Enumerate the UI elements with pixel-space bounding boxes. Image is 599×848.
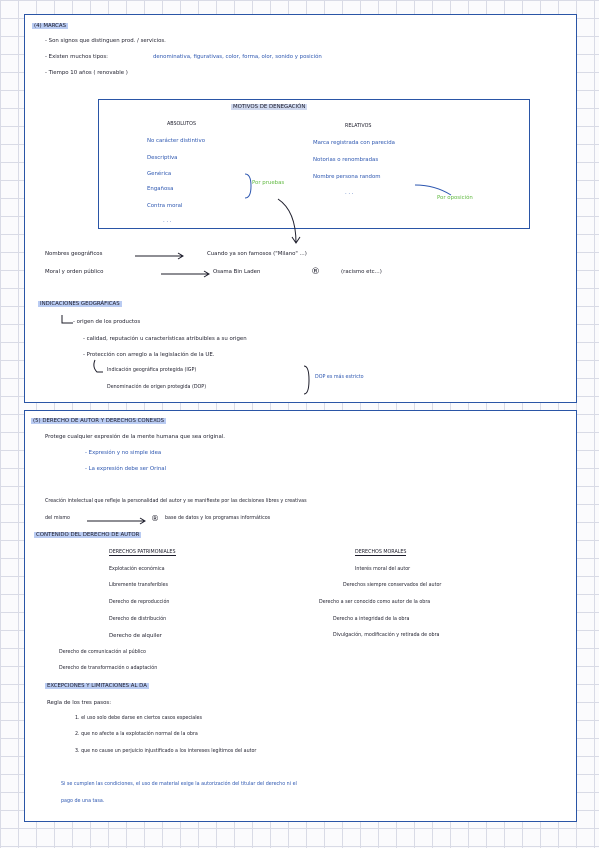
ig-line-3: - Protección con arreglo a la legislació… bbox=[83, 352, 215, 358]
moral-right-3: Derecho a ser conocido como autor de la … bbox=[319, 600, 431, 605]
marcas-bullet-2: - Existen muchos tipos: bbox=[45, 54, 108, 60]
bracket-relativos bbox=[414, 184, 452, 196]
paso-3: 3. que no cause un perjuicio injustifica… bbox=[75, 749, 257, 754]
patrimonial-extra-1: Derecho de comunicación al público bbox=[59, 650, 146, 655]
moral-right-5: Divulgación, modificación y retirada de … bbox=[333, 633, 440, 638]
intro-bullet-2: - La expresión debe ser Orinal bbox=[85, 466, 167, 472]
creation-line-2-left: del mismo bbox=[45, 516, 70, 521]
dop-note: DOP es más estricto bbox=[315, 375, 364, 380]
patrimonial-4: Derecho de distribución bbox=[109, 617, 167, 622]
derecho-intro: Protege cualquier expresión de la mente … bbox=[45, 434, 225, 440]
absoluto-3: Genérica bbox=[147, 171, 172, 177]
motivos-arrow bbox=[277, 198, 301, 244]
absoluto-2: Descriptiva bbox=[147, 155, 178, 161]
moral-right-4: Derecho a integridad de la obra bbox=[333, 617, 410, 622]
relativo-4: . . . bbox=[345, 190, 354, 196]
absoluto-1: No carácter distintivo bbox=[147, 138, 206, 144]
moral-right-2: Derechos siempre conservados del autor bbox=[343, 583, 442, 588]
moral-right: Osama Bin Laden bbox=[213, 269, 261, 275]
ig-arrow bbox=[61, 315, 73, 324]
igp-line: Indicación geográfica protegida (IGP) bbox=[107, 368, 197, 373]
por-pruebas-label: Por pruebas bbox=[252, 180, 285, 186]
conclusion-line-1: Si se cumplen las condiciones, el uso de… bbox=[61, 782, 297, 787]
absoluto-4: Engañosa bbox=[147, 186, 174, 192]
moral-tail: (racismo etc...) bbox=[341, 269, 382, 275]
ig-line-1: - origen de los productos bbox=[73, 319, 141, 325]
morales-title: DERECHOS MORALES bbox=[355, 550, 407, 556]
motivos-box bbox=[98, 99, 530, 229]
excepciones-title: EXCEPCIONES Y LIMITACIONES AL DA bbox=[45, 683, 149, 689]
motivos-title: MOTIVOS DE DENEGACIÓN bbox=[231, 104, 308, 110]
absoluto-5: Contra moral bbox=[147, 203, 183, 209]
creation-line-1: Creación intelectual que refleje la pers… bbox=[45, 499, 307, 504]
ig-brace bbox=[303, 365, 310, 395]
absoluto-6: . . . bbox=[163, 218, 172, 224]
marcas-bullet-3: - Tiempo 10 años ( renovable ) bbox=[45, 70, 128, 76]
ig-sub-arrow bbox=[93, 359, 103, 373]
marcas-types: denominativa, figurativas, color, forma,… bbox=[153, 54, 322, 60]
marcas-bullet-1: - Son signos que distinguen prod. / serv… bbox=[45, 38, 166, 44]
paso-2: 2. que no afecte a la explotación normal… bbox=[75, 732, 198, 737]
derecho-autor-card: (5) DERECHO DE AUTOR Y DERECHOS CONEXOS … bbox=[24, 410, 577, 822]
moral-left: Moral y orden público bbox=[45, 269, 104, 275]
marcas-heading: (4) MARCAS bbox=[32, 23, 69, 29]
moral-arrow bbox=[161, 270, 210, 278]
absolutos-title: ABSOLUTOS bbox=[167, 122, 197, 127]
derecho-heading: (5) DERECHO DE AUTOR Y DERECHOS CONEXOS bbox=[31, 418, 167, 424]
bracket-absolutos bbox=[244, 173, 252, 199]
registered-circle-icon-2: ® bbox=[151, 514, 159, 523]
conclusion-line-2: pago de una tasa. bbox=[61, 799, 105, 804]
patrimonial-5: Derecho de alquiler bbox=[109, 633, 162, 639]
intro-bullet-1: - Expresión y no simple idea bbox=[85, 450, 162, 456]
patrimoniales-title: DERECHOS PATRIMONIALES bbox=[109, 550, 176, 556]
relativo-3: Nombre persona random bbox=[313, 174, 381, 180]
moral-right-1: Interés moral del autor bbox=[355, 567, 411, 572]
patrimonial-1: Explotación económica bbox=[109, 567, 165, 572]
patrimonial-2: Libremente transferibles bbox=[109, 583, 168, 588]
patrimonial-3: Derecho de reproducción bbox=[109, 600, 170, 605]
registered-circle-icon: ® bbox=[311, 267, 320, 277]
paso-1: 1. el uso solo debe darse en ciertos cas… bbox=[75, 716, 203, 721]
geo-left: Nombres geográficos bbox=[45, 251, 103, 257]
relativo-1: Marca registrada con parecida bbox=[313, 140, 395, 146]
patrimonial-extra-2: Derecho de transformación o adaptación bbox=[59, 666, 158, 671]
relativo-2: Notorias o renombradas bbox=[313, 157, 379, 163]
regla-tres-pasos: Regla de los tres pasos: bbox=[47, 700, 112, 706]
geo-right: Cuando ya son famosos ("Milano" ...) bbox=[207, 251, 307, 257]
creation-line-2-right: base de datos y los programas informátic… bbox=[165, 516, 271, 521]
relativos-title: RELATIVOS bbox=[345, 124, 372, 129]
contenido-title: CONTENIDO DEL DERECHO DE AUTOR bbox=[34, 532, 142, 538]
ig-title: INDICACIONES GEOGRÁFICAS bbox=[38, 301, 122, 307]
creation-arrow bbox=[87, 517, 146, 525]
por-oposicion-label: Por oposición bbox=[437, 195, 473, 201]
geo-arrow bbox=[135, 252, 184, 260]
ig-line-2: - calidad, reputación u características … bbox=[83, 336, 247, 342]
dop-line: Denominación de origen protegida (DOP) bbox=[107, 385, 207, 390]
marcas-card: (4) MARCAS - Son signos que distinguen p… bbox=[24, 14, 577, 403]
